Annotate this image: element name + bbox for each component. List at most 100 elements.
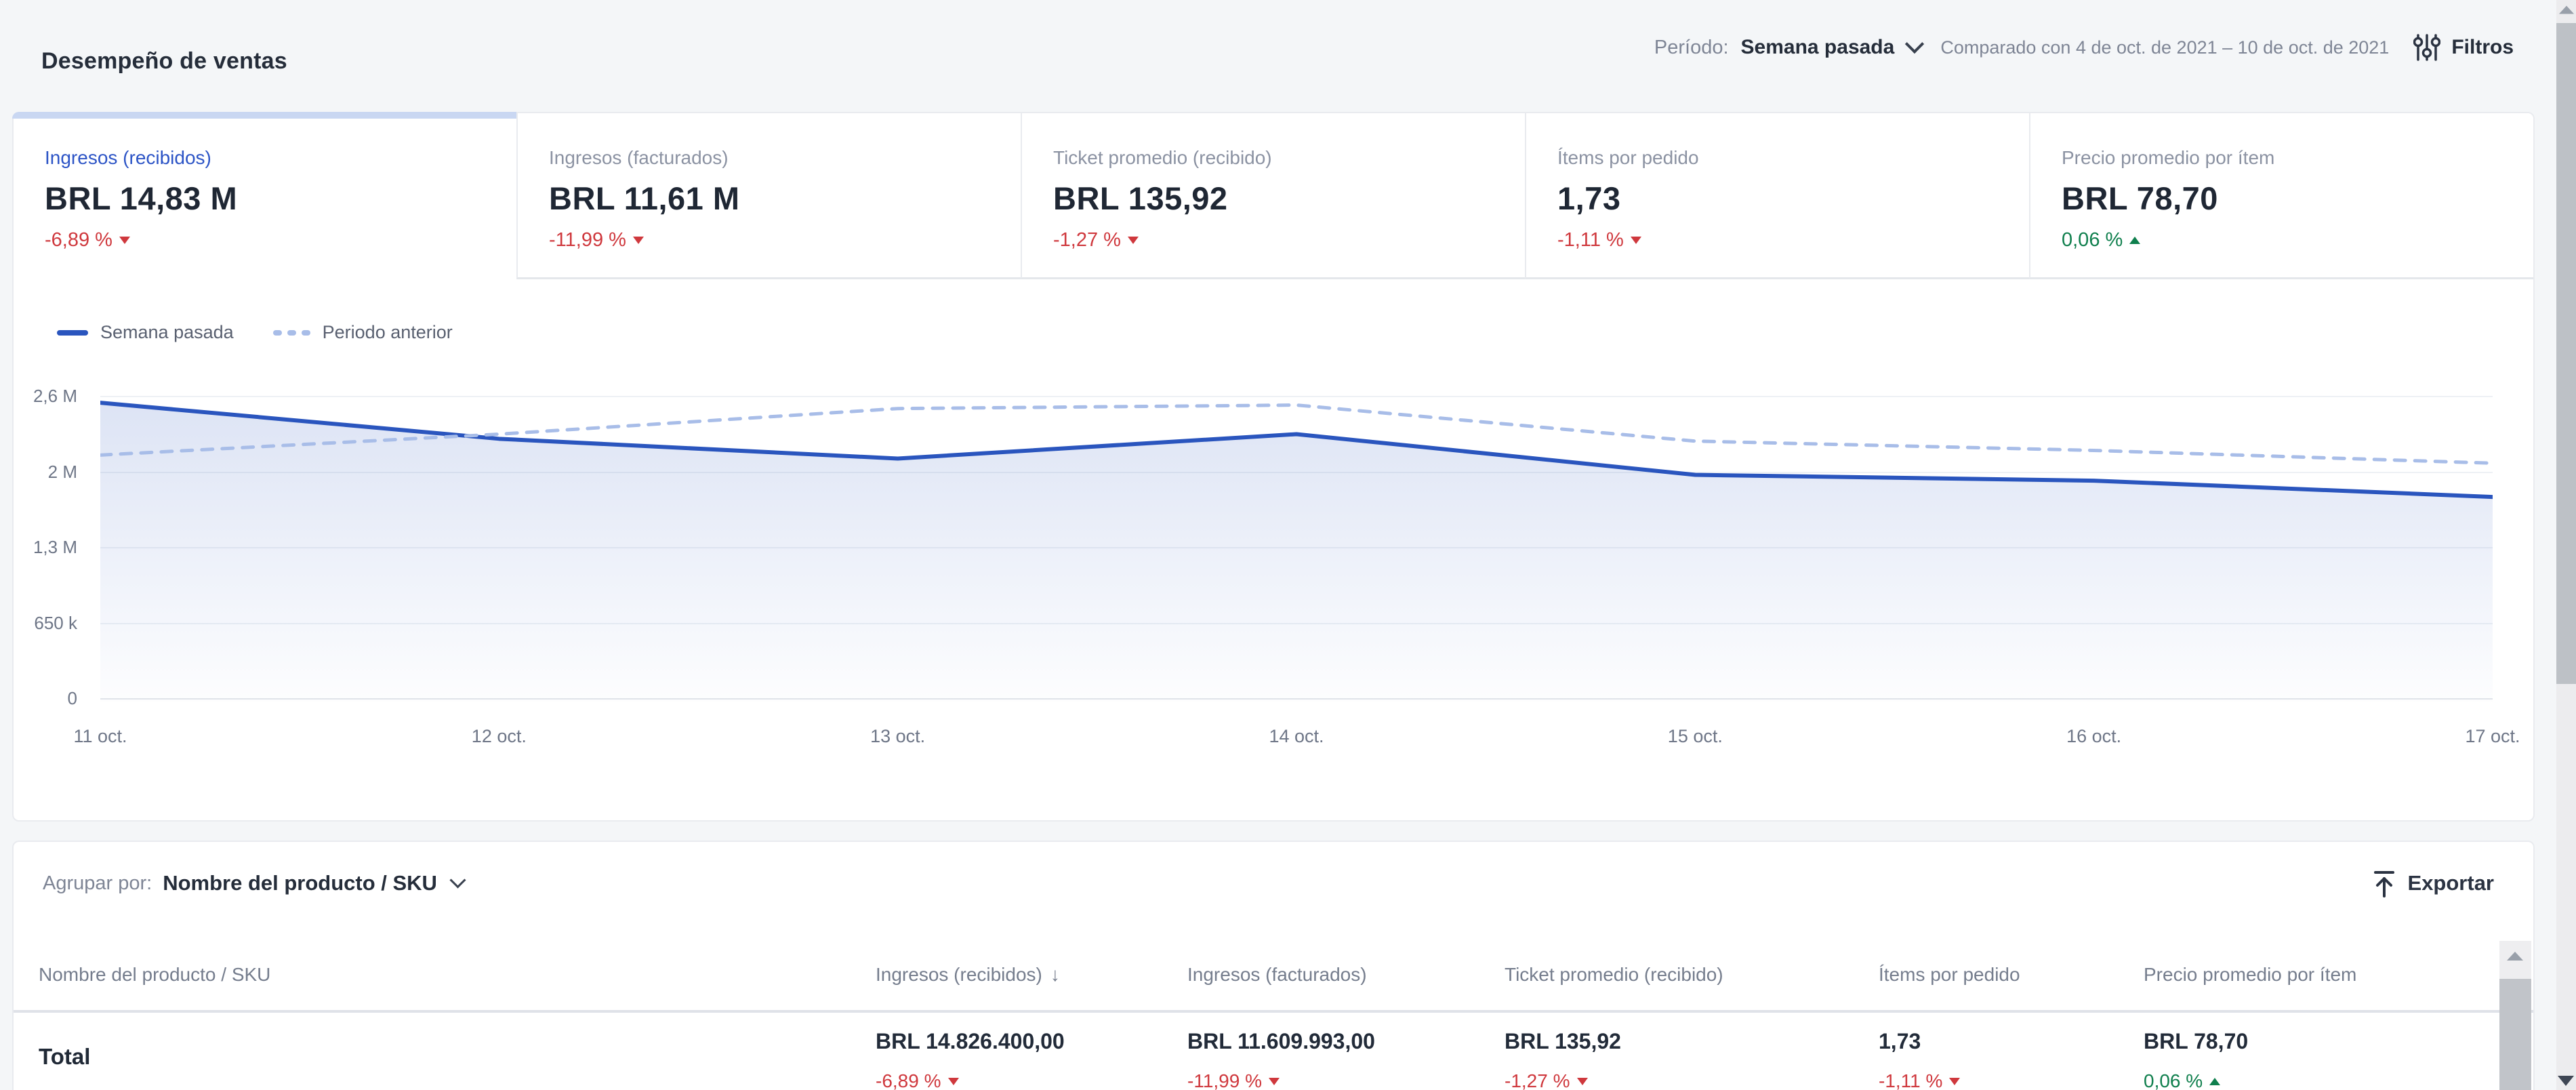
cell-value: 1,73 xyxy=(1879,1029,1921,1053)
series-line-semana-pasada xyxy=(100,401,2493,500)
column-header-label: Ingresos (recibidos) xyxy=(876,964,1042,985)
y-axis-tick-label: 1,3 M xyxy=(33,537,77,557)
metric-tab-label: Ítems por pedido xyxy=(1557,147,1699,168)
x-axis-tick-label: 12 oct. xyxy=(471,726,527,746)
page-title: Desempeño de ventas xyxy=(41,47,287,74)
column-header-label: Nombre del producto / SKU xyxy=(39,964,271,985)
metric-tab-ticket-promedio-recibido[interactable]: Ticket promedio (recibido) BRL 135,92 -1,2… xyxy=(1021,113,1525,279)
column-header-nombre-del-producto-sku[interactable]: Nombre del producto / SKU xyxy=(39,964,270,986)
breakdown-table-panel: Agrupar por: Nombre del producto / SKU E… xyxy=(12,841,2535,1090)
triangle-down-icon xyxy=(947,1077,959,1085)
x-axis-tick-label: 13 oct. xyxy=(870,726,926,746)
cell-ticket-promedio-recibido: BRL 135,92 -1,27 % xyxy=(1505,1029,1621,1090)
legend-item-periodo-anterior[interactable]: Periodo anterior xyxy=(272,322,453,343)
cell-items-por-pedido: 1,73 -1,11 % xyxy=(1879,1029,1961,1090)
column-header-ingresos-recibidos[interactable]: Ingresos (recibidos) ↓ xyxy=(876,964,1060,986)
column-header-items-por-pedido[interactable]: Ítems por pedido xyxy=(1879,964,2020,986)
page-scrollbar-thumb[interactable] xyxy=(2556,23,2576,684)
column-header-ticket-promedio-recibido[interactable]: Ticket promedio (recibido) xyxy=(1505,964,1723,986)
legend-swatch-solid-line xyxy=(57,329,88,336)
group-by-value: Nombre del producto / SKU xyxy=(163,871,437,895)
metric-tab-ingresos-recibidos[interactable]: Ingresos (recibidos) BRL 14,83 M -6,89 % xyxy=(12,112,516,279)
x-axis-tick-label: 15 oct. xyxy=(1667,726,1723,746)
table-row-total: Total BRL 14.826.400,00 -6,89 % BRL 11.609.… xyxy=(14,1013,2533,1090)
metric-tab-label: Precio promedio por ítem xyxy=(2062,147,2275,168)
metric-tab-value: 1,73 xyxy=(1557,180,1621,216)
x-axis-tick-label: 14 oct. xyxy=(1269,726,1324,746)
group-by-label: Agrupar por: xyxy=(43,872,152,894)
column-header-ingresos-facturados[interactable]: Ingresos (facturados) xyxy=(1187,964,1367,986)
delta-value: -1,11 % xyxy=(1879,1070,1943,1090)
cell-delta: -1,27 % xyxy=(1505,1070,1621,1090)
y-axis-tick-label: 2 M xyxy=(47,461,77,482)
group-by-selector[interactable]: Nombre del producto / SKU xyxy=(163,871,466,895)
triangle-up-icon xyxy=(2129,237,2141,244)
dash-segment xyxy=(301,329,310,336)
y-axis-tick-label: 650 k xyxy=(34,612,77,633)
table-scrollbar-thumb[interactable] xyxy=(2499,979,2531,1090)
metric-tab-delta: -1,27 % xyxy=(1053,229,1525,251)
delta-value: -6,89 % xyxy=(45,229,113,251)
export-label: Exportar xyxy=(2407,871,2494,895)
header-controls: Período: Semana pasada Comparado con 4 d… xyxy=(1654,30,2514,65)
chevron-down-icon xyxy=(449,871,466,889)
chart-plot-area[interactable] xyxy=(100,397,2493,704)
column-header-label: Ticket promedio (recibido) xyxy=(1505,964,1723,985)
triangle-down-icon xyxy=(1127,237,1139,244)
triangle-up-icon xyxy=(2209,1077,2221,1085)
triangle-down-icon xyxy=(1949,1077,1961,1085)
metric-tab-value: BRL 11,61 M xyxy=(549,180,740,216)
cell-delta: -6,89 % xyxy=(876,1070,1065,1090)
metric-tabs: Ingresos (recibidos) BRL 14,83 M -6,89 % In… xyxy=(12,112,2533,279)
triangle-down-icon xyxy=(1576,1077,1588,1085)
triangle-down-icon xyxy=(1269,1077,1280,1085)
legend-item-semana-pasada[interactable]: Semana pasada xyxy=(57,322,234,343)
table-body: Total BRL 14.826.400,00 -6,89 % BRL 11.609.… xyxy=(14,1013,2533,1090)
scroll-up-icon[interactable] xyxy=(2558,5,2575,14)
sort-descending-icon: ↓ xyxy=(1050,964,1060,985)
x-axis-tick-label: 17 oct. xyxy=(2465,726,2520,746)
metric-tab-label: Ingresos (facturados) xyxy=(549,147,729,168)
series-line-periodo-anterior xyxy=(100,403,2493,465)
metric-tab-value: BRL 78,70 xyxy=(2062,180,2218,216)
cell-precio-promedio-por-item: BRL 78,70 0,06 % xyxy=(2144,1029,2248,1090)
cell-delta: -11,99 % xyxy=(1187,1070,1375,1090)
table-scrollbar[interactable] xyxy=(2499,941,2531,1090)
metric-tab-delta: -11,99 % xyxy=(549,229,1021,251)
metric-tab-ingresos-facturados[interactable]: Ingresos (facturados) BRL 11,61 M -11,99 % xyxy=(516,113,1021,279)
metric-tab-precio-promedio-por-item[interactable]: Precio promedio por ítem BRL 78,70 0,06 % xyxy=(2029,113,2533,279)
dash-segment xyxy=(287,329,296,336)
metrics-chart-panel: Ingresos (recibidos) BRL 14,83 M -6,89 % In… xyxy=(12,112,2535,822)
column-header-label: Precio promedio por ítem xyxy=(2144,964,2357,985)
cell-ingresos-facturados: BRL 11.609.993,00 -11,99 % xyxy=(1187,1029,1375,1090)
column-header-precio-promedio-por-item[interactable]: Precio promedio por ítem xyxy=(2144,964,2356,986)
legend-label: Semana pasada xyxy=(100,322,234,342)
delta-value: 0,06 % xyxy=(2144,1070,2203,1090)
legend-label: Periodo anterior xyxy=(322,322,453,342)
filter-sliders-icon xyxy=(2413,34,2441,61)
period-value: Semana pasada xyxy=(1740,36,1895,58)
comparison-range-label: Comparado con 4 de oct. de 2021 – 10 de … xyxy=(1940,37,2390,58)
metric-tab-items-por-pedido[interactable]: Ítems por pedido 1,73 -1,11 % xyxy=(1525,113,2029,279)
delta-value: -11,99 % xyxy=(549,229,626,251)
metric-tab-label: Ticket promedio (recibido) xyxy=(1053,147,1272,168)
x-axis-tick-label: 11 oct. xyxy=(73,726,127,746)
cell-value: BRL 14.826.400,00 xyxy=(876,1029,1065,1053)
period-selector[interactable]: Semana pasada xyxy=(1740,34,1925,59)
y-axis-tick-label: 0 xyxy=(67,688,77,708)
chart-legend: Semana pasada Periodo anterior xyxy=(57,322,453,343)
export-icon xyxy=(2373,871,2394,897)
delta-value: -1,11 % xyxy=(1557,229,1624,251)
metric-tab-delta: 0,06 % xyxy=(2062,229,2533,251)
export-button[interactable]: Exportar xyxy=(2371,868,2494,898)
cell-value: BRL 11.609.993,00 xyxy=(1187,1029,1375,1053)
scroll-up-icon[interactable] xyxy=(2507,952,2523,961)
scroll-down-icon[interactable] xyxy=(2558,1076,2574,1086)
page-scrollbar[interactable] xyxy=(2556,0,2576,1090)
filters-button[interactable]: Filtros xyxy=(2413,33,2514,62)
dash-segment xyxy=(272,329,282,336)
metric-tab-label: Ingresos (recibidos) xyxy=(45,147,211,168)
delta-value: 0,06 % xyxy=(2062,229,2123,251)
legend-swatch-dashed-line xyxy=(272,329,310,336)
